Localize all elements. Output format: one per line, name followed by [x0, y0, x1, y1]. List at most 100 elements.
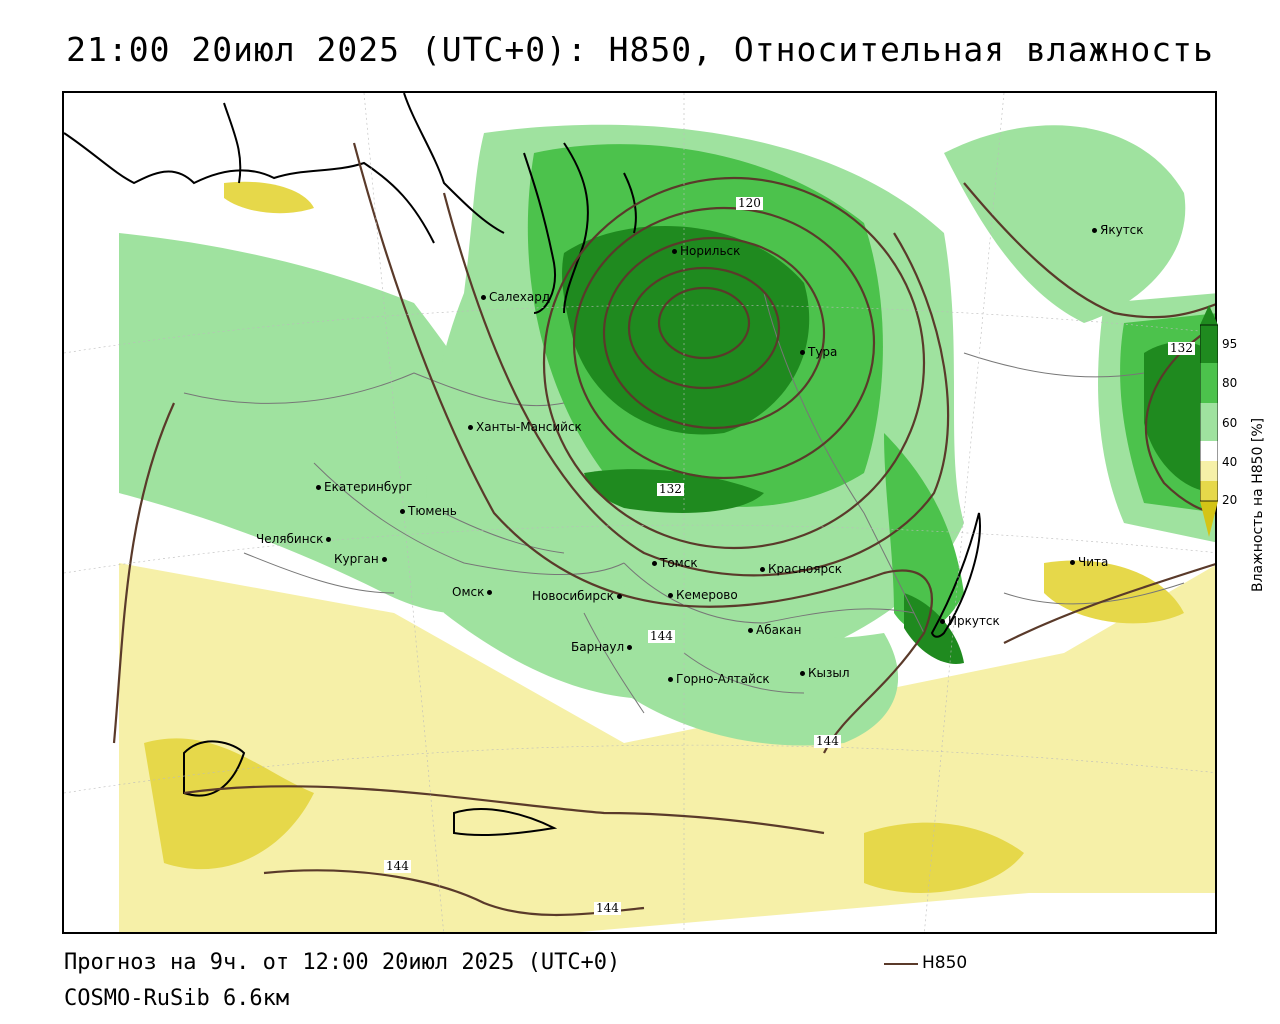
- city-label: Кызыл: [808, 666, 850, 680]
- map-title: 21:00 20июл 2025 (UTC+0): H850, Относите…: [66, 30, 1214, 69]
- city-marker: Иркутск: [940, 615, 1000, 627]
- city-label: Тюмень: [408, 504, 457, 518]
- isoline-144-d: [263, 869, 645, 917]
- isoline-ring-1: [657, 286, 751, 360]
- city-dot: [748, 628, 753, 633]
- humidity-colorbar: [1200, 305, 1218, 537]
- map-canvas: [64, 93, 1215, 932]
- coastline: [64, 93, 981, 837]
- city-label: Абакан: [756, 623, 802, 637]
- isoline-132-east: [1144, 324, 1215, 514]
- city-dot: [326, 537, 332, 542]
- model-caption: COSMO-RuSib 6.6км: [64, 986, 290, 1011]
- city-label: Кемерово: [676, 588, 738, 602]
- city-label: Горно-Алтайск: [676, 672, 770, 686]
- colorbar-title-text: Влажность на H850 [%]: [1250, 417, 1266, 592]
- city-label: Новосибирск: [532, 589, 614, 603]
- city-label: Курган: [334, 552, 379, 566]
- colorbar-step: [1200, 363, 1218, 403]
- forecast-caption: Прогноз на 9ч. от 12:00 20июл 2025 (UTC+…: [64, 950, 621, 975]
- colorbar-title: Влажность на H850 [%]: [1250, 352, 1266, 592]
- dry-area-dark-1: [144, 738, 314, 870]
- colorbar-tick: 60: [1222, 416, 1238, 430]
- city-dot: [800, 671, 805, 676]
- city-label: Барнаул: [571, 640, 625, 654]
- isoline-label: 120: [736, 196, 763, 210]
- city-label: Омск: [452, 585, 485, 599]
- dry-area-dark-4: [224, 181, 314, 214]
- city-marker: Тюмень: [400, 505, 457, 517]
- city-dot: [1070, 560, 1075, 565]
- city-dot: [800, 350, 805, 355]
- city-marker: Норильск: [672, 245, 740, 257]
- city-marker: Кызыл: [800, 667, 850, 679]
- city-marker: Кемерово: [668, 589, 738, 601]
- city-dot: [400, 509, 405, 514]
- colorbar-step: [1200, 461, 1218, 481]
- city-dot: [381, 557, 387, 562]
- legend-line-label: H850: [922, 953, 968, 973]
- humid-area-south: [584, 563, 899, 746]
- city-label: Ханты-Мансийск: [476, 420, 582, 434]
- city-marker: Чита: [1070, 556, 1108, 568]
- wet-area-band: [884, 433, 964, 631]
- city-marker: Якутск: [1092, 224, 1144, 236]
- city-dot: [316, 485, 321, 490]
- city-marker: Екатеринбург: [316, 481, 412, 493]
- city-marker: Томск: [652, 557, 698, 569]
- colorbar-step: [1200, 481, 1218, 501]
- city-dot: [668, 677, 673, 682]
- humid-area-east: [944, 125, 1186, 323]
- colorbar-tick: 80: [1222, 376, 1238, 390]
- city-label: Томск: [660, 556, 698, 570]
- city-dot: [652, 561, 657, 566]
- graticule: [64, 93, 1215, 932]
- isoline-label: 144: [814, 734, 841, 748]
- city-marker: Красноярск: [760, 563, 842, 575]
- city-label: Челябинск: [256, 532, 324, 546]
- isoline-label: 144: [384, 859, 411, 873]
- city-dot: [481, 295, 486, 300]
- isoline-144-b: [112, 402, 176, 744]
- h850-isolines: [112, 142, 1215, 917]
- colorbar-tick: 95: [1222, 337, 1238, 351]
- city-dot: [1092, 228, 1097, 233]
- weather-map[interactable]: 120 132 132 144 144 144 144 Якутск Норил…: [62, 91, 1217, 934]
- isoline-144-a: [352, 142, 933, 754]
- city-marker: Курган: [334, 553, 390, 565]
- city-dot: [672, 249, 677, 254]
- colorbar-cap-bottom: [1200, 501, 1218, 537]
- city-dot: [616, 594, 622, 599]
- dry-area-dark-2: [864, 822, 1024, 893]
- colorbar-step: [1200, 403, 1218, 441]
- city-dot: [668, 593, 673, 598]
- city-dot: [468, 425, 473, 430]
- isoline-label: 144: [594, 901, 621, 915]
- city-marker: Барнаул: [571, 641, 635, 653]
- saturated-area-east: [1144, 342, 1215, 493]
- legend-line-swatch: [884, 963, 918, 965]
- city-marker: Абакан: [748, 624, 801, 636]
- isoline-label: 132: [657, 482, 684, 496]
- city-label: Екатеринбург: [324, 480, 413, 494]
- city-label: Тура: [808, 345, 838, 359]
- city-marker: Омск: [452, 586, 495, 598]
- colorbar-step: [1200, 441, 1218, 461]
- city-marker: Ханты-Мансийск: [468, 421, 582, 433]
- city-dot: [760, 567, 765, 572]
- city-label: Якутск: [1100, 223, 1144, 237]
- city-marker: Горно-Алтайск: [668, 673, 770, 685]
- isoline-144-f: [1003, 563, 1215, 644]
- isoline-label: 144: [648, 629, 675, 643]
- isoline-label: 132: [1168, 341, 1195, 355]
- isoline-144-c: [183, 785, 825, 835]
- city-marker: Салехард: [481, 291, 550, 303]
- city-label: Чита: [1078, 555, 1109, 569]
- colorbar-tick: 40: [1222, 455, 1238, 469]
- city-marker: Челябинск: [256, 533, 334, 545]
- city-label: Красноярск: [768, 562, 842, 576]
- colorbar-tick: 20: [1222, 493, 1238, 507]
- city-dot: [940, 619, 945, 624]
- isoline-144-e: [963, 182, 1215, 319]
- isoline-132: [442, 192, 950, 577]
